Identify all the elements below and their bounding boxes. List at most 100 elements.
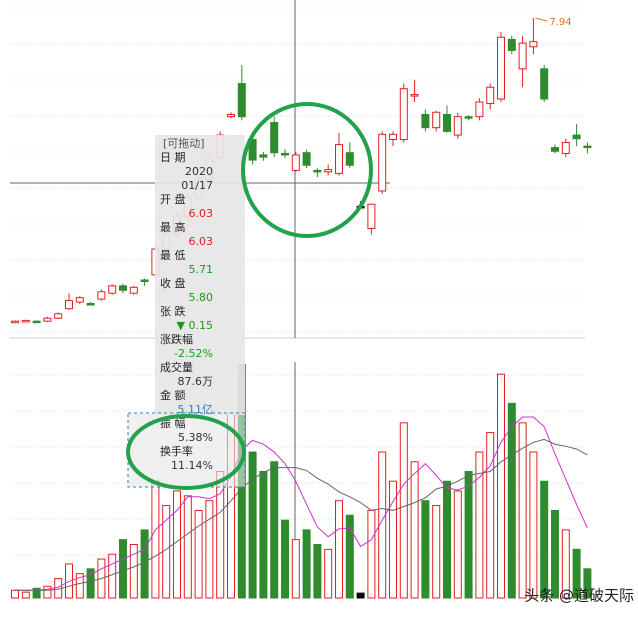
candle-body — [43, 317, 52, 322]
volume-bar — [11, 589, 19, 599]
candle-body — [313, 169, 322, 173]
candle-body — [335, 144, 343, 174]
candle-body — [529, 41, 538, 48]
candle-body — [443, 113, 451, 132]
max-arrow — [535, 17, 548, 22]
volume-bar — [421, 500, 430, 599]
panel-value: 6.03 — [189, 235, 214, 248]
candle-body — [399, 88, 408, 140]
volume-bar — [518, 422, 527, 599]
candle-body — [367, 203, 376, 229]
candle-body — [540, 68, 549, 100]
candle-body — [345, 152, 354, 166]
panel-label: 涨跌幅 — [160, 332, 193, 346]
volume-bar — [291, 539, 300, 599]
volume-bar — [389, 480, 397, 599]
panel-label: 最 低 — [160, 249, 186, 262]
candle-body — [21, 319, 30, 323]
panel-value: 5.71 — [189, 263, 214, 276]
panel-value: 2020 — [185, 165, 213, 178]
candle-body — [421, 113, 430, 129]
volume-bar — [140, 529, 149, 599]
max-label: 7.94 — [549, 17, 571, 28]
panel-label: 成交量 — [160, 360, 193, 374]
candle-body — [291, 154, 300, 171]
panel-bg — [155, 135, 245, 415]
volume-bar — [378, 451, 387, 599]
candle-body — [140, 279, 149, 282]
candle-body — [227, 113, 235, 118]
volume-bar — [129, 543, 138, 599]
candle-body — [464, 116, 473, 119]
watermark: 头条 @道破天际 — [524, 587, 634, 605]
volume-bar — [43, 585, 52, 599]
volume-bar — [345, 514, 354, 599]
volume-bar — [507, 402, 516, 599]
candle-body — [432, 111, 441, 129]
highlight-circle — [241, 102, 373, 238]
volume-bar — [367, 509, 376, 599]
panel-title: [可拖动] — [163, 136, 205, 150]
volume-bar — [551, 509, 559, 599]
candle-body — [65, 300, 73, 310]
volume-bar — [86, 568, 95, 599]
volume-bar — [356, 592, 365, 599]
panel-value: 11.14% — [171, 459, 213, 472]
volume-bar — [540, 480, 549, 599]
volume-bar — [183, 495, 192, 599]
candle-body — [119, 285, 127, 291]
candle-body — [259, 154, 268, 158]
volume-bar — [151, 480, 160, 599]
panel-value: 6.03 — [189, 207, 214, 220]
volume-bar — [248, 451, 257, 599]
candle-body — [324, 169, 333, 173]
candle-body — [389, 133, 397, 140]
volume-bar — [529, 451, 538, 599]
panel-value: ▼ 0.15 — [177, 319, 213, 332]
candle-body — [237, 83, 246, 118]
panel-value: -2.52% — [174, 347, 213, 360]
volume-bar — [21, 591, 30, 599]
highlight-circle — [126, 414, 246, 490]
volume-bar — [313, 543, 322, 599]
volume-bar — [399, 422, 408, 599]
panel-value: 5.38% — [178, 431, 213, 444]
panel-label: 换手率 — [160, 444, 193, 458]
volume-bar — [194, 509, 203, 599]
panel-label: 日 期 — [160, 151, 186, 164]
volume-bar — [259, 471, 268, 599]
volume-bar — [561, 529, 570, 599]
volume-bar — [32, 587, 41, 599]
candle-body — [129, 286, 138, 294]
candle-body — [86, 303, 95, 306]
candle-body — [410, 94, 419, 97]
volume-bar — [281, 519, 289, 599]
volume-bar — [486, 432, 495, 599]
volume-ma-line — [15, 438, 588, 591]
volume-bar — [475, 451, 484, 599]
candle-body — [497, 36, 505, 100]
volume-bar — [108, 553, 117, 599]
candle-body — [108, 285, 117, 294]
candle-body — [518, 42, 527, 70]
panel-value: 5.11亿 — [178, 403, 214, 416]
candle-body — [11, 320, 19, 324]
volume-bar — [583, 568, 592, 599]
candle-body — [97, 291, 106, 300]
candle-body — [583, 145, 592, 149]
volume-bar — [410, 461, 419, 599]
candle-body — [561, 141, 570, 154]
panel-label: 张 跌 — [160, 304, 186, 318]
panel-label: 收 盘 — [160, 276, 186, 290]
volume-bar — [119, 539, 127, 599]
candle-body — [378, 133, 387, 192]
panel-label: 金 额 — [160, 388, 186, 402]
candle-body — [248, 138, 257, 161]
panel-value: 01/17 — [181, 179, 213, 192]
candle-body — [281, 152, 289, 156]
candle-body — [475, 101, 484, 118]
panel-label: 最 高 — [160, 220, 186, 234]
volume-bar — [270, 461, 279, 599]
